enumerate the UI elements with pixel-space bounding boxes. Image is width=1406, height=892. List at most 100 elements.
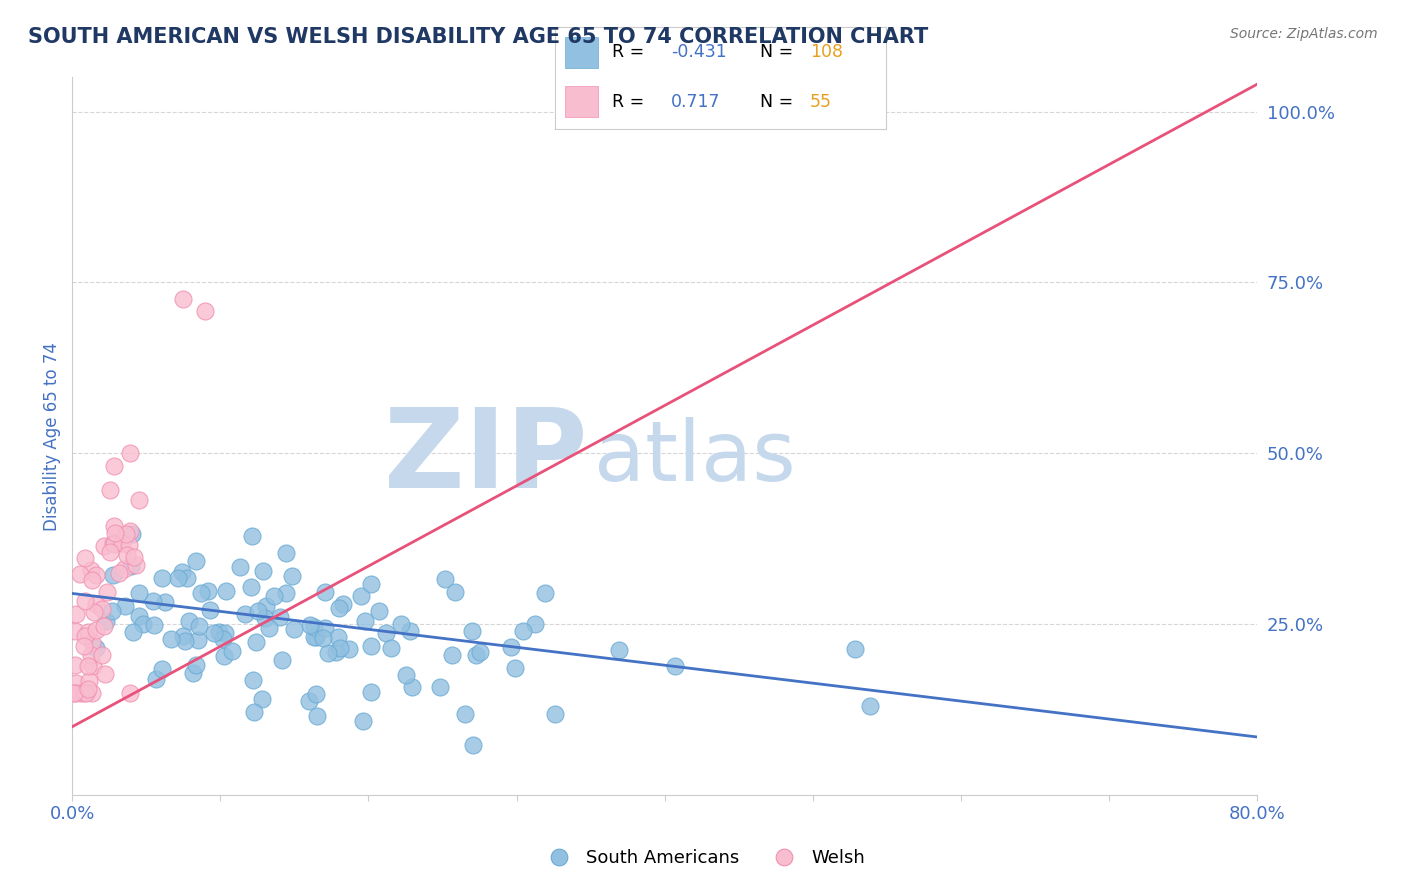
Point [75, 685, 97, 699]
Point [229, 560, 252, 574]
Point [187, 619, 209, 633]
Point [314, 621, 336, 635]
Point [63, 685, 86, 699]
Point [360, 684, 382, 698]
Point [304, 631, 326, 645]
Point [254, 610, 277, 624]
Point [118, 685, 141, 699]
Point [82, 685, 104, 699]
Text: R =: R = [612, 44, 650, 62]
Point [69, 685, 91, 699]
Point [274, 546, 297, 560]
Point [103, 518, 125, 533]
Point [394, 668, 416, 682]
Point [389, 617, 412, 632]
Point [84, 623, 107, 637]
Point [283, 622, 305, 636]
Point [254, 599, 277, 613]
Point [245, 635, 267, 649]
Point [73, 685, 96, 699]
Text: SOUTH AMERICAN VS WELSH DISABILITY AGE 65 TO 74 CORRELATION CHART: SOUTH AMERICAN VS WELSH DISABILITY AGE 6… [28, 27, 928, 46]
Point [93, 539, 115, 553]
Point [114, 599, 136, 613]
Point [177, 614, 200, 628]
Point [142, 594, 165, 608]
Point [63, 624, 86, 639]
Point [184, 554, 207, 568]
Point [115, 527, 138, 541]
Text: ZIP: ZIP [384, 404, 588, 511]
Point [80, 648, 103, 662]
Point [103, 537, 125, 551]
Point [298, 618, 321, 632]
Point [77, 659, 100, 673]
Point [153, 595, 176, 609]
Point [77, 681, 100, 696]
Point [131, 617, 153, 632]
Point [80, 563, 103, 577]
Point [93, 667, 115, 681]
Point [128, 586, 150, 600]
Point [328, 601, 350, 615]
Point [90, 602, 112, 616]
Point [63, 657, 86, 672]
Point [122, 549, 145, 564]
Point [118, 538, 141, 552]
Point [269, 610, 291, 624]
Point [208, 624, 231, 639]
Point [461, 738, 484, 752]
Point [240, 529, 263, 543]
Point [65, 607, 87, 621]
Point [468, 645, 491, 659]
Point [367, 604, 389, 618]
Point [84, 597, 107, 611]
Point [122, 624, 145, 639]
Point [94, 614, 117, 628]
Point [77, 624, 100, 639]
Text: R =: R = [612, 93, 650, 111]
Point [263, 590, 285, 604]
Point [125, 558, 148, 573]
Point [326, 630, 349, 644]
Point [607, 643, 630, 657]
Point [183, 666, 205, 681]
Point [314, 585, 336, 599]
Point [215, 583, 238, 598]
Point [69, 567, 91, 582]
Bar [565, 37, 599, 68]
Point [174, 633, 197, 648]
Point [73, 629, 96, 643]
Text: -0.431: -0.431 [671, 44, 727, 62]
Point [80, 573, 103, 587]
Point [544, 706, 567, 721]
Point [375, 626, 398, 640]
Point [150, 662, 173, 676]
Point [212, 649, 235, 664]
Point [360, 639, 382, 653]
Point [332, 597, 354, 611]
Point [128, 609, 150, 624]
Point [84, 568, 107, 582]
Point [316, 646, 339, 660]
Point [120, 558, 142, 573]
Point [664, 659, 686, 673]
Point [166, 571, 188, 585]
Point [252, 565, 274, 579]
Point [98, 483, 121, 498]
Text: 55: 55 [810, 93, 832, 111]
Bar [565, 87, 599, 117]
Point [83, 605, 105, 619]
Point [240, 580, 263, 594]
Point [101, 536, 124, 550]
Text: atlas: atlas [593, 417, 796, 499]
Point [243, 705, 266, 719]
Point [464, 648, 486, 662]
Point [73, 639, 96, 653]
Point [187, 633, 209, 648]
Point [259, 621, 281, 635]
Point [325, 645, 347, 659]
Point [65, 675, 87, 690]
Point [112, 562, 135, 576]
Point [91, 648, 114, 663]
Point [73, 551, 96, 566]
